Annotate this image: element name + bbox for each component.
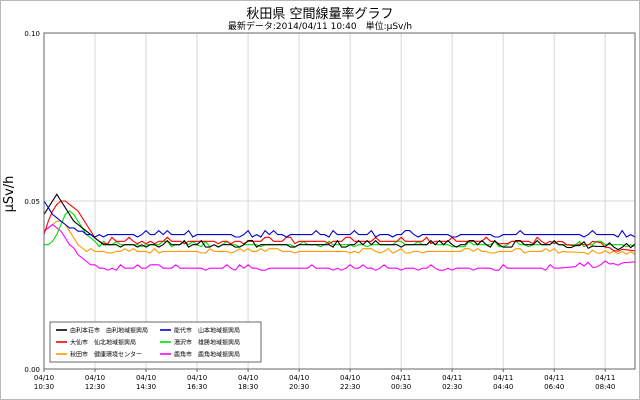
x-tick-time: 12:30 [85,383,105,391]
x-tick-time: 10:30 [34,383,54,391]
y-axis-label: μSv/h [2,176,17,213]
x-tick-time: 04:40 [493,383,513,391]
x-tick-date: 04/10 [340,374,360,382]
x-tick-date: 04/10 [136,374,156,382]
y-axis-ticks: 0.00 0.05 0.10 [24,30,40,374]
x-tick-date: 04/10 [289,374,309,382]
legend-label: 能代市 山本地域振興局 [174,327,240,335]
series-line [43,200,636,238]
x-tick-date: 04/11 [442,374,462,382]
x-tick-time: 18:30 [238,383,258,391]
x-tick-time: 06:40 [544,383,564,391]
series-line [43,200,636,252]
x-tick-date: 04/11 [493,374,513,382]
y-tick-label: 0.00 [24,366,40,374]
x-tick-date: 04/11 [544,374,564,382]
legend-label: 鹿角市 鹿角地域振興局 [174,351,240,359]
plot-area [43,32,636,370]
x-tick-time: 16:30 [187,383,207,391]
series-line [43,220,636,256]
legend-label: 由利本荘市 由利地域振興局 [70,327,148,335]
series-line [43,223,636,271]
x-axis-ticks: 04/1010:3004/1012:3004/1014:3004/1016:30… [34,369,615,391]
y-tick-label: 0.05 [24,198,40,206]
x-tick-date: 04/10 [34,374,54,382]
legend-label: 湯沢市 雄勝地域振興局 [174,339,240,347]
x-tick-time: 14:30 [136,383,156,391]
chart-title: 秋田県 空間線量率グラフ [246,7,394,22]
chart-subtitle: 最新データ:2014/04/11 10:40 単位:μSv/h [227,22,413,32]
x-tick-date: 04/10 [238,374,258,382]
legend-label: 大仙市 仙北地域振興局 [70,339,136,347]
x-tick-time: 22:30 [340,383,360,391]
x-tick-date: 04/11 [595,374,615,382]
x-tick-time: 02:30 [442,383,462,391]
x-tick-time: 20:30 [289,383,309,391]
x-tick-date: 04/10 [187,374,207,382]
x-tick-date: 04/11 [391,374,411,382]
x-tick-time: 00:30 [391,383,411,391]
y-tick-label: 0.10 [24,30,40,38]
series-layer [43,193,636,271]
x-tick-time: 08:40 [595,383,615,391]
legend-label: 秋田市 健康環境センター [70,351,142,359]
series-line [43,193,636,251]
x-tick-date: 04/10 [85,374,105,382]
chart-grid [44,33,635,369]
